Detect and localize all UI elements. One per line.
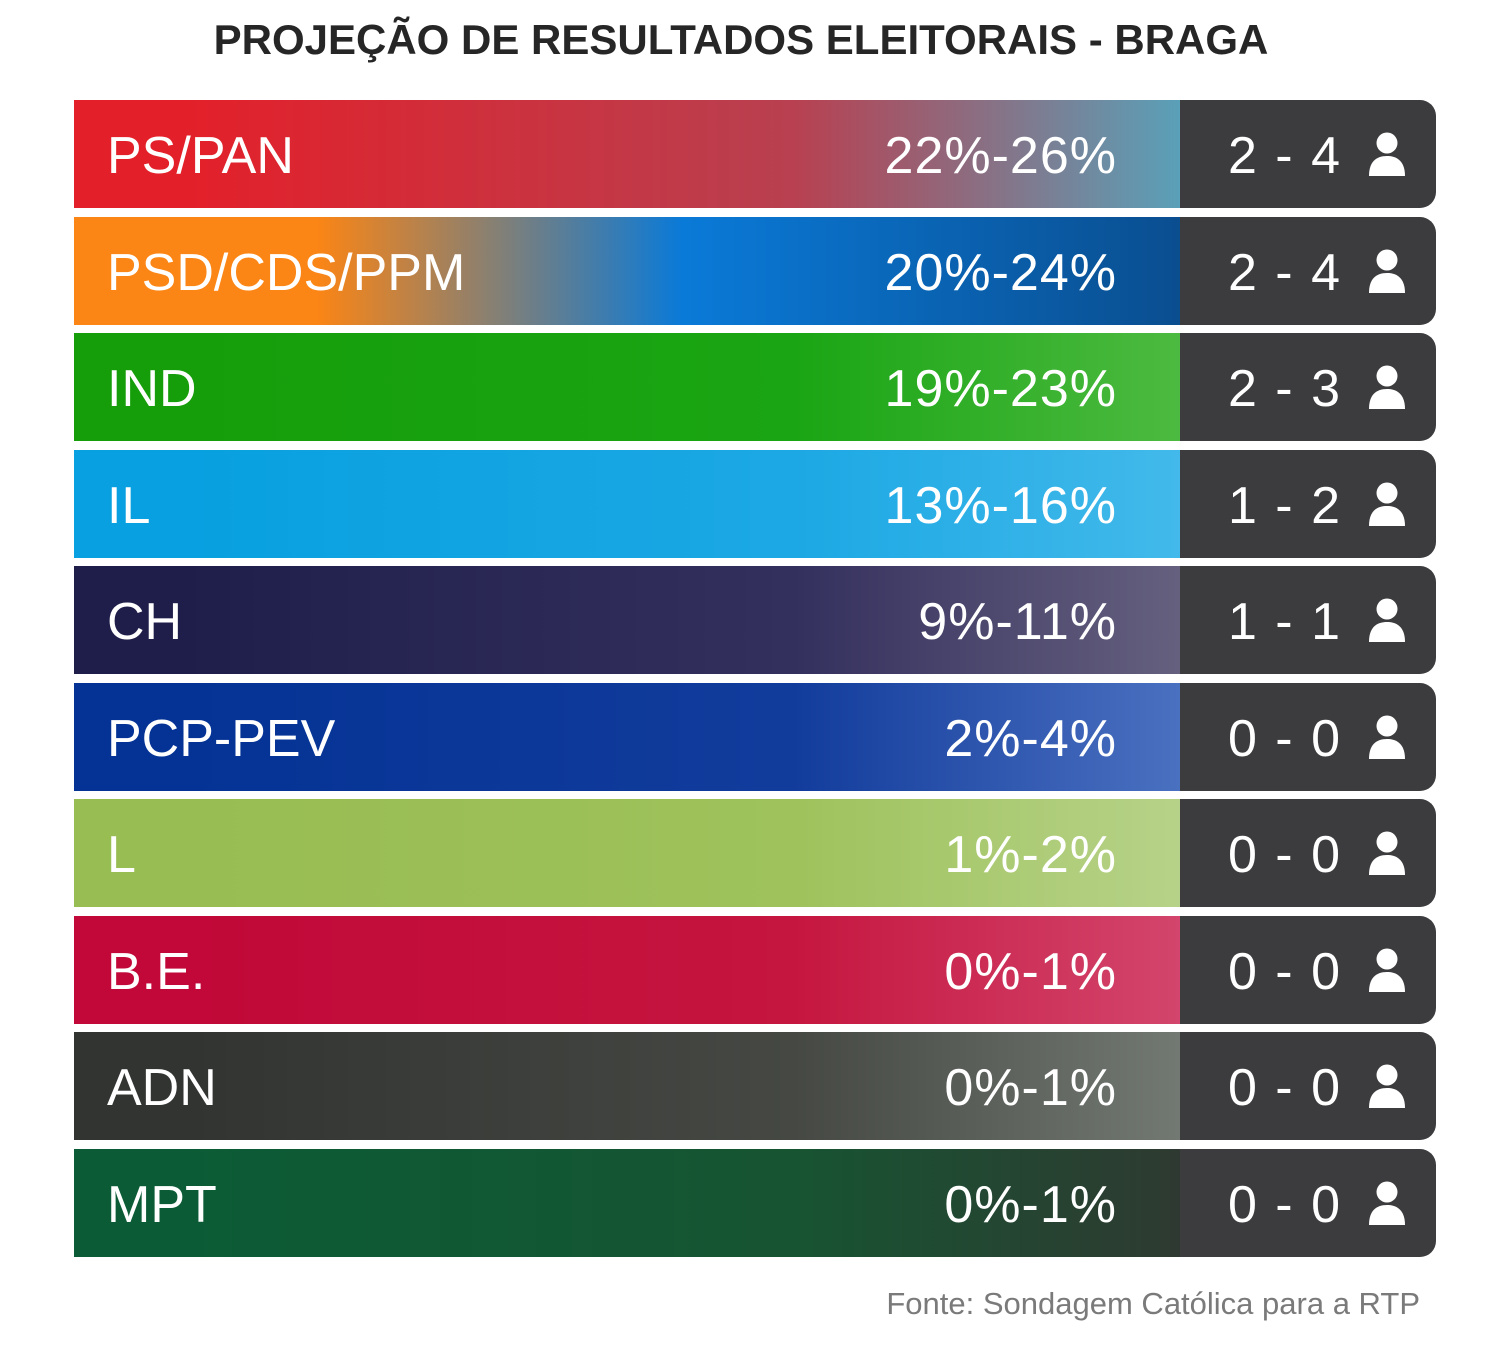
party-bar: L 1%-2% — [74, 799, 1180, 907]
party-name: IND — [107, 360, 197, 418]
seats-range: 1 - 1 — [1227, 593, 1342, 651]
seats-range: 0 - 0 — [1227, 942, 1342, 1001]
vote-range: 19%-23% — [884, 360, 1117, 418]
party-bar: PS/PAN 22%-26% — [74, 100, 1180, 208]
seats-range: 1 - 2 — [1227, 476, 1342, 535]
vote-range: 0%-1% — [944, 1059, 1117, 1117]
person-icon — [1369, 598, 1405, 642]
person-icon — [1369, 132, 1405, 176]
vote-range: 0%-1% — [944, 1175, 1117, 1234]
vote-range: 22%-26% — [884, 127, 1117, 185]
person-icon — [1369, 482, 1405, 526]
person-icon — [1369, 1181, 1405, 1225]
party-row: B.E. 0%-1% 0 - 0 — [74, 915, 1436, 1024]
party-name: MPT — [107, 1175, 217, 1234]
person-icon — [1369, 948, 1405, 992]
party-bar: PSD/CDS/PPM 20%-24% — [74, 216, 1180, 325]
party-bar: PCP-PEV 2%-4% — [74, 682, 1180, 791]
seats-box: 2 - 4 — [1180, 100, 1436, 208]
party-name: PCP-PEV — [107, 709, 336, 768]
seats-range: 2 - 3 — [1227, 360, 1342, 418]
vote-range: 1%-2% — [944, 826, 1117, 884]
chart-title: PROJEÇÃO DE RESULTADOS ELEITORAIS - BRAG… — [213, 16, 1269, 63]
party-row: PSD/CDS/PPM 20%-24% 2 - 4 — [74, 216, 1436, 325]
party-row: L 1%-2% 0 - 0 — [74, 799, 1436, 907]
party-name: PS/PAN — [107, 127, 294, 185]
party-row: PCP-PEV 2%-4% 0 - 0 — [74, 682, 1436, 791]
person-icon — [1369, 365, 1405, 409]
seats-box: 0 - 0 — [1180, 682, 1436, 791]
seats-box: 0 - 0 — [1180, 1032, 1436, 1140]
party-name: CH — [107, 593, 183, 651]
party-row: PS/PAN 22%-26% 2 - 4 — [74, 100, 1436, 208]
party-name: PSD/CDS/PPM — [107, 243, 466, 302]
vote-range: 9%-11% — [918, 593, 1117, 651]
party-name: IL — [107, 476, 151, 535]
seats-range: 0 - 0 — [1227, 826, 1342, 884]
vote-range: 0%-1% — [944, 942, 1117, 1001]
seats-box: 0 - 0 — [1180, 915, 1436, 1024]
party-bar: CH 9%-11% — [74, 566, 1180, 674]
party-bar: ADN 0%-1% — [74, 1032, 1180, 1140]
seats-box: 2 - 4 — [1180, 216, 1436, 325]
party-bar: B.E. 0%-1% — [74, 915, 1180, 1024]
seats-range: 2 - 4 — [1227, 243, 1342, 302]
person-icon — [1369, 715, 1405, 759]
seats-box: 0 - 0 — [1180, 799, 1436, 907]
vote-range: 20%-24% — [884, 243, 1117, 302]
party-row: IND 19%-23% 2 - 3 — [74, 333, 1436, 441]
seats-range: 0 - 0 — [1227, 1175, 1342, 1234]
party-bar: MPT 0%-1% — [74, 1148, 1180, 1257]
party-row: ADN 0%-1% 0 - 0 — [74, 1032, 1436, 1140]
party-bar: IND 19%-23% — [74, 333, 1180, 441]
vote-range: 13%-16% — [884, 476, 1117, 535]
party-row: IL 13%-16% 1 - 2 — [74, 449, 1436, 558]
person-icon — [1369, 1064, 1405, 1108]
party-name: B.E. — [107, 942, 206, 1001]
seats-box: 1 - 1 — [1180, 566, 1436, 674]
vote-range: 2%-4% — [944, 709, 1117, 768]
seats-box: 1 - 2 — [1180, 449, 1436, 558]
party-name: ADN — [107, 1059, 217, 1117]
party-row: MPT 0%-1% 0 - 0 — [74, 1148, 1436, 1257]
seats-box: 0 - 0 — [1180, 1148, 1436, 1257]
party-bar: IL 13%-16% — [74, 449, 1180, 558]
party-row: CH 9%-11% 1 - 1 — [74, 566, 1436, 674]
seats-range: 0 - 0 — [1227, 709, 1342, 768]
seats-box: 2 - 3 — [1180, 333, 1436, 441]
seats-range: 0 - 0 — [1227, 1059, 1342, 1117]
source-note: Fonte: Sondagem Católica para a RTP — [886, 1286, 1420, 1321]
person-icon — [1369, 831, 1405, 875]
seats-range: 2 - 4 — [1227, 127, 1342, 185]
person-icon — [1369, 249, 1405, 293]
results-table: PS/PAN 22%-26% 2 - 4 PSD/CDS/PPM 20%-24%… — [74, 100, 1436, 1265]
party-name: L — [107, 826, 136, 884]
